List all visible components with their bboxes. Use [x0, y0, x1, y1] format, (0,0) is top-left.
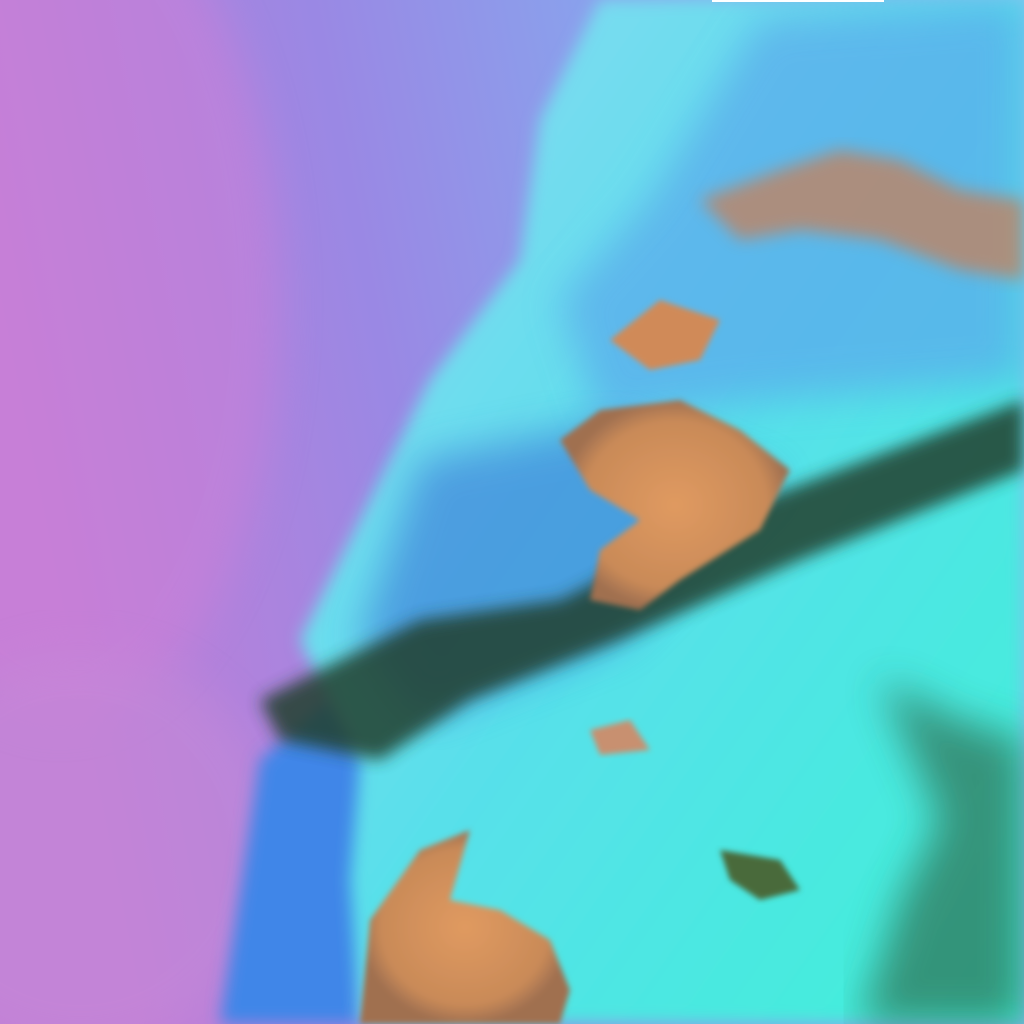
north-land-patches — [610, 300, 720, 370]
northeast-land-patches — [700, 150, 1024, 280]
top-edge-line — [712, 0, 884, 2]
pink-haze-lower — [0, 650, 280, 1024]
pink-haze — [0, 0, 280, 720]
southeast-vegetation — [860, 680, 1024, 1024]
central-land-orange — [560, 400, 790, 610]
cloud-patch-brown — [590, 720, 650, 755]
southwest-land-orange — [360, 830, 570, 1024]
ocean-region — [220, 700, 380, 1024]
island-green — [720, 850, 800, 900]
